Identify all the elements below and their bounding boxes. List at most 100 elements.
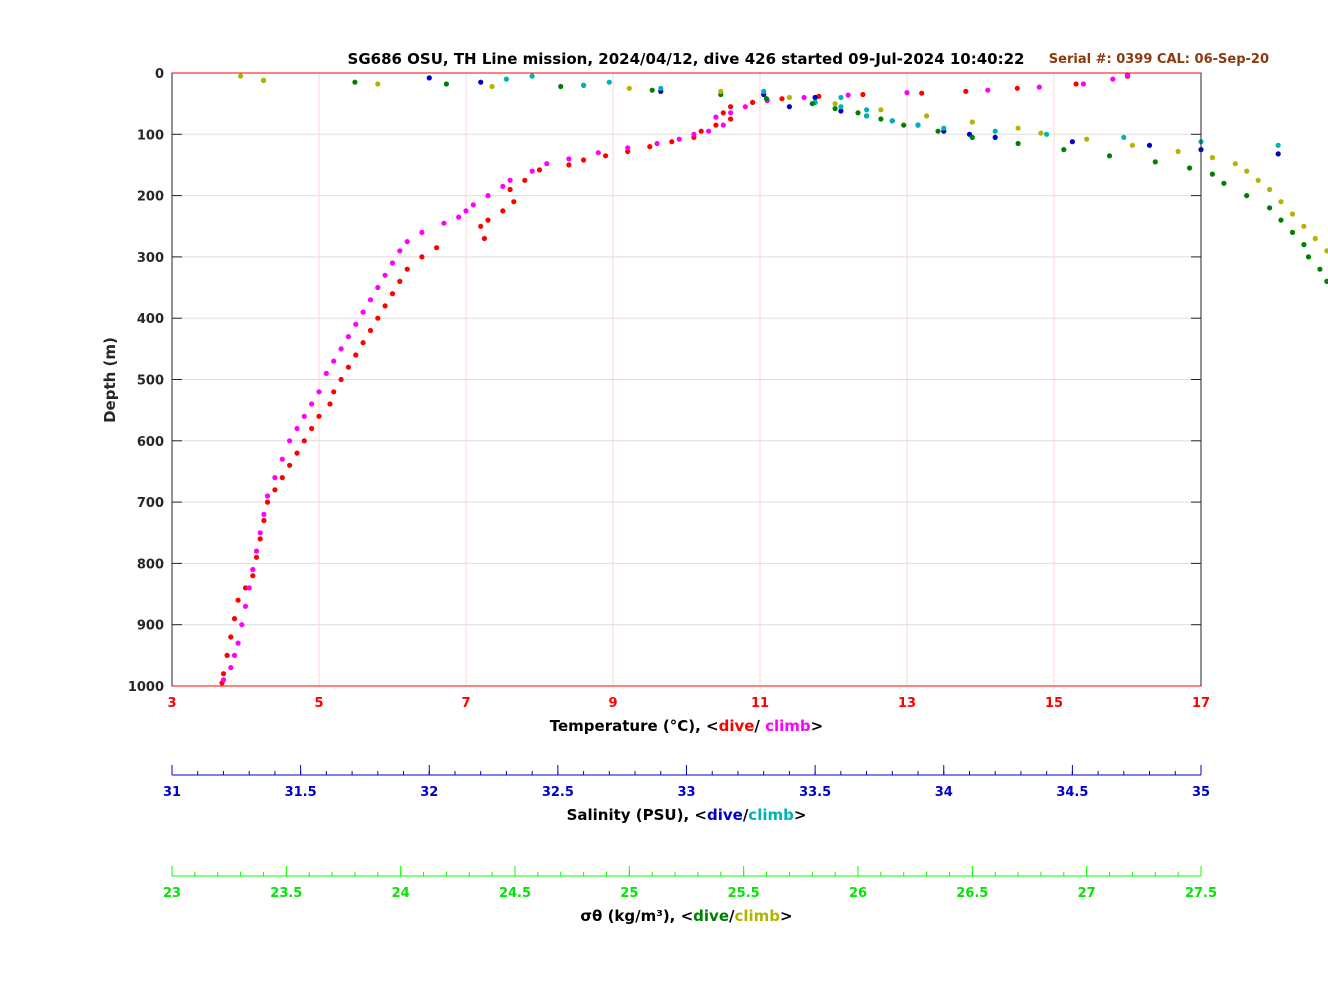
temperature-axis-label: Temperature (°C), <dive/ climb>: [550, 717, 824, 735]
density-tick-label: 25.5: [728, 886, 760, 901]
chart-title: SG686 OSU, TH Line mission, 2024/04/12, …: [348, 50, 1025, 68]
temperature-climb-point: [419, 229, 425, 235]
density-label-climb: climb: [735, 907, 781, 925]
density-dive-point: [809, 101, 815, 107]
temperature-climb-point: [272, 475, 278, 481]
temperature-dive-point: [404, 266, 410, 272]
salinity-climb-point: [658, 85, 664, 91]
density-climb-point: [1209, 155, 1215, 161]
y-tick-label: 0: [155, 67, 164, 82]
temperature-label-dive: dive: [719, 717, 755, 735]
temperature-climb-point: [309, 401, 315, 407]
temperature-dive-point: [224, 652, 230, 659]
temperature-dive-point: [566, 162, 572, 168]
temperature-climb-point: [904, 90, 910, 96]
temperature-label-climb: climb: [765, 717, 811, 735]
density-climb-point: [1267, 186, 1273, 193]
density-climb-point: [1232, 161, 1238, 167]
temperature-dive-point: [316, 413, 322, 419]
density-dive-point: [1187, 165, 1193, 171]
temperature-dive-point: [720, 110, 726, 116]
grid-layer: [172, 73, 1201, 686]
salinity-climb-point: [838, 104, 844, 110]
temperature-dive-point: [860, 91, 866, 98]
temperature-climb-point: [257, 530, 263, 536]
temperature-dive-point: [228, 634, 234, 640]
y-tick-label: 200: [137, 190, 164, 205]
salinity-climb-point: [1275, 142, 1281, 148]
temperature-dive-point: [625, 148, 631, 155]
density-climb-point: [924, 113, 930, 119]
temperature-dive-point: [309, 425, 315, 432]
temperature-label-suffix: >: [811, 717, 824, 735]
temperature-climb-point: [338, 346, 344, 352]
temperature-label-sep: /: [754, 717, 765, 735]
density-dive-point: [1015, 140, 1021, 147]
temperature-climb-point: [1110, 76, 1116, 82]
temperature-climb-point: [1080, 81, 1086, 87]
temperature-dive-point: [581, 157, 587, 163]
salinity-dive-point: [1146, 142, 1153, 148]
density-tick-label: 26: [849, 886, 867, 901]
temperature-climb-point: [367, 297, 374, 303]
temperature-climb-series: [220, 72, 1131, 683]
temperature-dive-point: [434, 245, 440, 251]
density-dive-point: [935, 128, 941, 134]
salinity-climb-point: [1121, 134, 1127, 140]
temperature-climb-point: [253, 548, 260, 554]
temperature-dive-point: [279, 475, 285, 481]
temperature-climb-point: [456, 214, 462, 220]
density-tick-label: 27.5: [1185, 886, 1217, 901]
density-climb-point: [260, 77, 267, 83]
salinity-climb-point: [503, 76, 509, 82]
temperature-climb-point: [985, 87, 991, 93]
temperature-climb-point: [463, 208, 469, 214]
density-dive-point: [1324, 278, 1328, 284]
temperature-climb-point: [720, 122, 726, 128]
density-climb-point: [375, 81, 381, 87]
density-dive-point: [1267, 205, 1273, 211]
density-climb-point: [1278, 199, 1284, 205]
temperature-climb-point: [1036, 84, 1042, 90]
density-dive-point: [763, 96, 770, 102]
temperature-climb-point: [360, 309, 366, 315]
density-climb-point: [238, 73, 244, 79]
temperature-climb-point: [654, 140, 660, 147]
salinity-climb-point: [864, 107, 870, 113]
density-tick-label: 24.5: [499, 886, 531, 901]
temperature-climb-point: [742, 104, 748, 110]
temperature-dive-point: [331, 389, 337, 395]
salinity-climb-point: [838, 94, 844, 101]
temperature-tick-label: 13: [898, 696, 916, 711]
density-dive-point: [1244, 193, 1250, 199]
density-climb-point: [626, 85, 632, 91]
density-dive-point: [901, 122, 907, 128]
density-climb-point: [832, 101, 838, 107]
temperature-climb-point: [316, 389, 322, 395]
temperature-climb-point: [261, 511, 267, 517]
temperature-dive-point: [375, 315, 381, 321]
temperature-climb-point: [239, 622, 245, 628]
temperature-climb-point: [301, 413, 307, 419]
temperature-climb-point: [625, 145, 631, 151]
temperature-climb-point: [246, 585, 252, 591]
temperature-tick-label: 9: [608, 696, 617, 711]
temperature-climb-point: [595, 150, 601, 156]
density-label-sep: /: [729, 907, 735, 925]
density-tick-label: 24: [392, 886, 410, 901]
density-dive-point: [558, 83, 564, 90]
temperature-dive-point: [294, 450, 300, 456]
density-climb-point: [878, 107, 884, 113]
temperature-dive-point: [728, 116, 734, 122]
salinity-tick-label: 34: [935, 785, 953, 800]
temperature-climb-point: [250, 566, 256, 573]
temperature-climb-point: [235, 640, 241, 646]
salinity-label-suffix: >: [794, 806, 807, 824]
temperature-dive-point: [242, 585, 249, 591]
temperature-climb-point: [728, 110, 734, 116]
temperature-dive-point: [272, 487, 278, 493]
density-climb-point: [1301, 223, 1307, 229]
temperature-climb-point: [287, 438, 293, 444]
density-dive-point: [878, 116, 884, 122]
density-dive-point: [1209, 171, 1215, 177]
